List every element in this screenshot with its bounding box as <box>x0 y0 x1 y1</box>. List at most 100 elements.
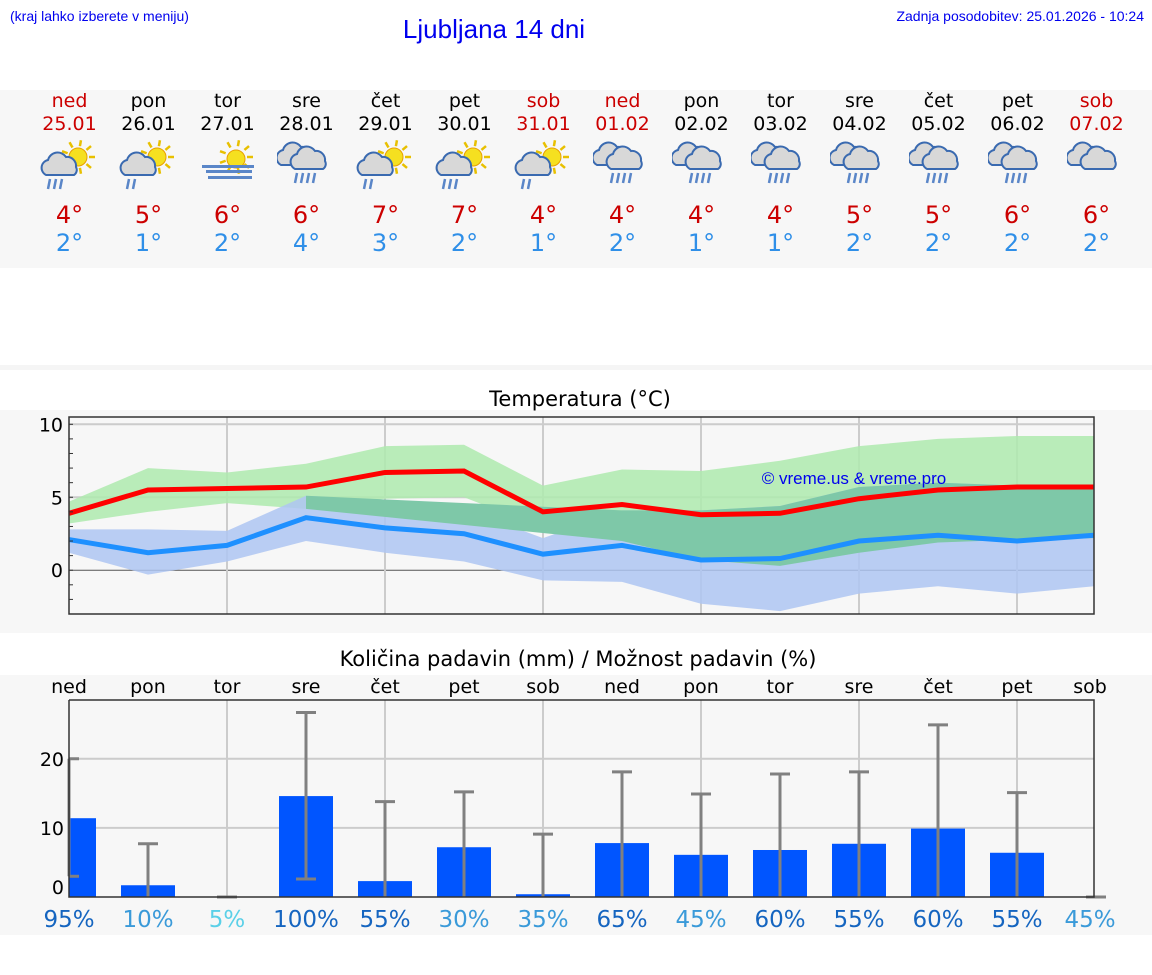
precip-day-label: pon <box>130 676 166 698</box>
min-temp: 1° <box>687 229 716 257</box>
last-updated: Zadnja posodobitev: 25.01.2026 - 10:24 <box>896 8 1144 24</box>
forecast-day: pet 30.01 7° 2° <box>425 90 504 257</box>
y-tick-label: 10 <box>39 414 63 436</box>
forecast-day: sob 07.02 6° 2° <box>1057 90 1136 257</box>
y-tick-label: 20 <box>40 749 64 771</box>
min-temp: 1° <box>766 229 795 257</box>
max-temp: 5° <box>845 201 874 229</box>
clouds-rain-icon <box>978 139 1057 201</box>
sun-cloud-light-rain-icon <box>346 139 425 201</box>
precip-probability: 60% <box>754 907 805 933</box>
precip-day-label: tor <box>214 676 241 698</box>
precip-chart-title: Količina padavin (mm) / Možnost padavin … <box>339 647 817 671</box>
precip-day-label: pon <box>683 676 719 698</box>
precip-probability: 5% <box>209 907 246 933</box>
y-tick-label: 5 <box>51 487 63 509</box>
day-name: sre <box>292 90 321 112</box>
day-name: tor <box>214 90 241 112</box>
error-bar <box>138 842 158 897</box>
max-temp: 4° <box>687 201 716 229</box>
error-bar <box>770 772 790 897</box>
day-name: sre <box>845 90 874 112</box>
precip-day-label: pet <box>448 676 479 698</box>
precip-day-label: čet <box>370 676 400 698</box>
precip-bar <box>69 818 96 897</box>
day-name: čet <box>923 90 954 112</box>
y-tick-label: 0 <box>52 877 64 899</box>
day-name: pet <box>448 90 481 112</box>
band-overlap <box>306 482 1094 566</box>
error-bar <box>1007 791 1027 897</box>
clouds-rain-icon <box>583 139 662 201</box>
precip-day-label: pet <box>1001 676 1032 698</box>
temp-plot-frame <box>68 416 1095 615</box>
precip-probability: 55% <box>833 907 884 933</box>
day-name: ned <box>604 90 641 112</box>
min-temp: 2° <box>1003 229 1032 257</box>
day-date: 31.01 <box>516 113 571 135</box>
max-temp: 5° <box>134 201 163 229</box>
clouds-rain-icon <box>662 139 741 201</box>
day-date: 03.02 <box>753 113 808 135</box>
clouds-icon <box>1057 139 1136 201</box>
forecast-day: čet 05.02 5° 2° <box>899 90 978 257</box>
max-temp: 6° <box>213 201 242 229</box>
daily-forecast-strip: ned 25.01 4° 2° pon 26.01 5° 1° tor 27.01 … <box>0 90 1152 268</box>
min-temp: 1° <box>529 229 558 257</box>
min-temp: 2° <box>608 229 637 257</box>
y-tick-label: 10 <box>40 818 64 840</box>
clouds-rain-icon <box>741 139 820 201</box>
day-date: 05.02 <box>911 113 966 135</box>
watermark: © vreme.us & vreme.pro <box>762 469 946 488</box>
day-name: čet <box>370 90 401 112</box>
max-temp: 6° <box>1003 201 1032 229</box>
temperature-chart-title: Temperatura (°C) <box>489 387 671 411</box>
precip-day-label: tor <box>767 676 794 698</box>
day-date: 07.02 <box>1069 113 1124 135</box>
day-name: pon <box>683 90 720 112</box>
max-temp: 5° <box>924 201 953 229</box>
day-date: 06.02 <box>990 113 1045 135</box>
precip-day-label: sob <box>1073 676 1107 698</box>
forecast-day: sre 04.02 5° 2° <box>820 90 899 257</box>
precip-plot-frame <box>68 699 1095 898</box>
precip-probability: 100% <box>273 907 339 933</box>
precip-probability: 55% <box>359 907 410 933</box>
day-name: ned <box>51 90 88 112</box>
error-bar <box>296 710 316 881</box>
day-date: 01.02 <box>595 113 650 135</box>
sun-cloud-heavy-rain-icon <box>30 139 109 201</box>
min-temp: 2° <box>450 229 479 257</box>
forecast-day: čet 29.01 7° 3° <box>346 90 425 257</box>
y-tick-label: 0 <box>51 560 63 582</box>
min-temp-line <box>68 515 1095 563</box>
sun-fog-icon <box>188 139 267 201</box>
day-date: 27.01 <box>200 113 255 135</box>
precip-day-label: ned <box>604 676 640 698</box>
precip-day-label: sob <box>526 676 560 698</box>
forecast-day: tor 03.02 4° 1° <box>741 90 820 257</box>
day-date: 04.02 <box>832 113 887 135</box>
max-temp: 6° <box>1082 201 1111 229</box>
forecast-day: pet 06.02 6° 2° <box>978 90 1057 257</box>
error-bar <box>849 770 869 897</box>
max-temp: 6° <box>292 201 321 229</box>
precip-probability: 55% <box>991 907 1042 933</box>
min-temp: 2° <box>845 229 874 257</box>
day-date: 29.01 <box>358 113 413 135</box>
day-name: tor <box>767 90 794 112</box>
day-name: pon <box>130 90 167 112</box>
precip-probability: 45% <box>675 907 726 933</box>
max-temp: 4° <box>529 201 558 229</box>
location-hint: (kraj lahko izberete v meniju) <box>10 8 189 24</box>
forecast-day: ned 01.02 4° 2° <box>583 90 662 257</box>
max-temp: 4° <box>608 201 637 229</box>
max-temp: 4° <box>766 201 795 229</box>
page-title: Ljubljana 14 dni <box>402 14 586 44</box>
max-temp-line <box>68 468 1094 518</box>
min-temp: 2° <box>924 229 953 257</box>
day-date: 30.01 <box>437 113 492 135</box>
precip-probability: 60% <box>912 907 963 933</box>
precip-probability: 95% <box>43 907 94 933</box>
